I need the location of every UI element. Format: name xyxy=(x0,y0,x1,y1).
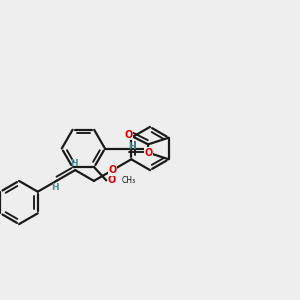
Text: O: O xyxy=(125,130,133,140)
Text: O: O xyxy=(109,165,117,175)
Text: H: H xyxy=(128,142,136,151)
Text: CH₃: CH₃ xyxy=(121,176,135,185)
Text: H: H xyxy=(70,159,77,168)
Text: O: O xyxy=(144,148,152,158)
Text: O: O xyxy=(107,175,116,185)
Text: H: H xyxy=(51,183,59,192)
